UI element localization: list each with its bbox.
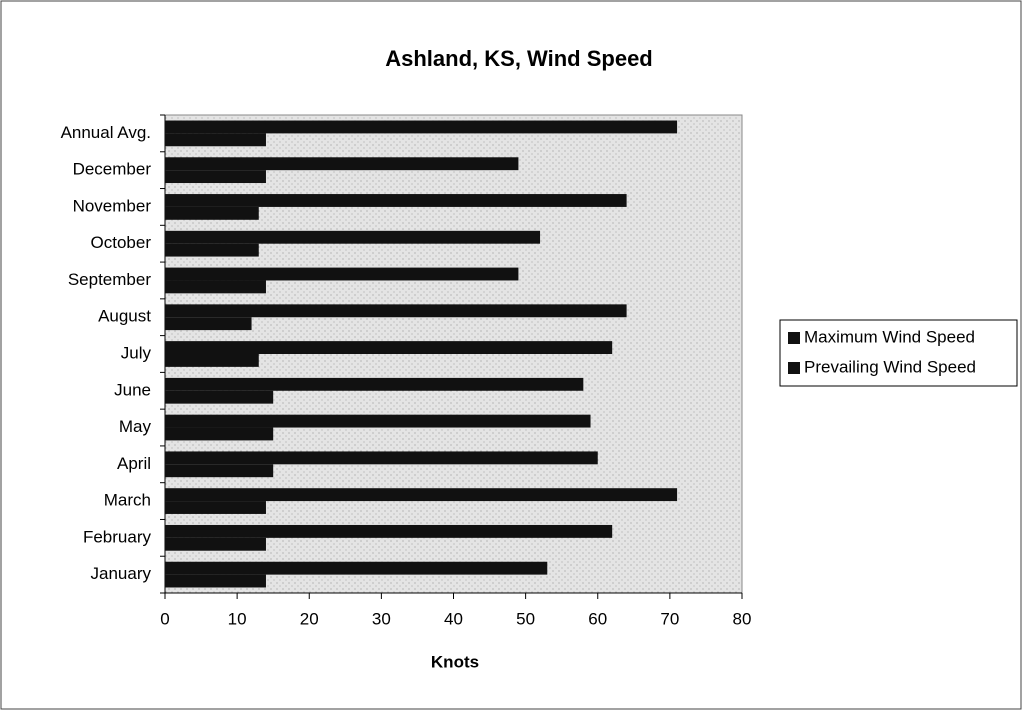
bar <box>165 524 613 538</box>
y-tick-label: September <box>68 270 151 289</box>
legend-swatch <box>788 362 800 374</box>
x-axis-label: Knots <box>431 652 479 671</box>
legend-label: Prevailing Wind Speed <box>804 357 976 376</box>
legend-box <box>779 319 1018 387</box>
x-tick-label: 30 <box>372 609 391 628</box>
bar <box>165 451 598 465</box>
y-tick-label: December <box>73 160 152 179</box>
bar <box>165 243 259 257</box>
bar <box>165 133 266 147</box>
y-tick-label: May <box>119 417 152 436</box>
y-tick-label: March <box>104 491 151 510</box>
x-tick-label: 80 <box>733 609 752 628</box>
x-tick-label: 40 <box>444 609 463 628</box>
bar <box>165 354 259 367</box>
y-tick-label: Annual Avg. <box>61 123 151 142</box>
bar <box>165 267 519 281</box>
bar <box>165 414 591 428</box>
legend-label: Maximum Wind Speed <box>804 327 975 346</box>
y-tick-label: January <box>91 564 152 583</box>
y-tick-label: July <box>121 343 152 362</box>
bar <box>165 230 541 244</box>
legend-swatch <box>788 332 800 344</box>
bar <box>165 561 548 575</box>
bar <box>165 304 627 318</box>
y-tick-label: February <box>83 527 152 546</box>
bar <box>165 488 678 502</box>
bar <box>165 341 613 354</box>
bar <box>165 390 274 404</box>
x-tick-label: 50 <box>516 609 535 628</box>
y-tick-label: October <box>91 233 152 252</box>
bar <box>165 170 266 184</box>
bar <box>165 120 678 134</box>
y-tick-label: April <box>117 454 151 473</box>
y-tick-label: November <box>73 196 152 215</box>
bar <box>165 427 274 441</box>
bar <box>165 377 584 391</box>
x-tick-label: 60 <box>588 609 607 628</box>
bar <box>165 317 252 331</box>
x-tick-label: 20 <box>300 609 319 628</box>
x-tick-label: 0 <box>160 609 169 628</box>
chart-title: Ashland, KS, Wind Speed <box>385 46 653 71</box>
bar <box>165 206 259 220</box>
bar <box>165 280 266 294</box>
bar <box>165 537 266 551</box>
y-tick-label: August <box>98 307 151 326</box>
bar <box>165 194 627 207</box>
bar <box>165 574 266 588</box>
bar <box>165 157 519 171</box>
bar <box>165 501 266 514</box>
x-tick-label: 70 <box>660 609 679 628</box>
bar <box>165 464 274 478</box>
y-tick-label: June <box>114 380 151 399</box>
x-tick-label: 10 <box>228 609 247 628</box>
